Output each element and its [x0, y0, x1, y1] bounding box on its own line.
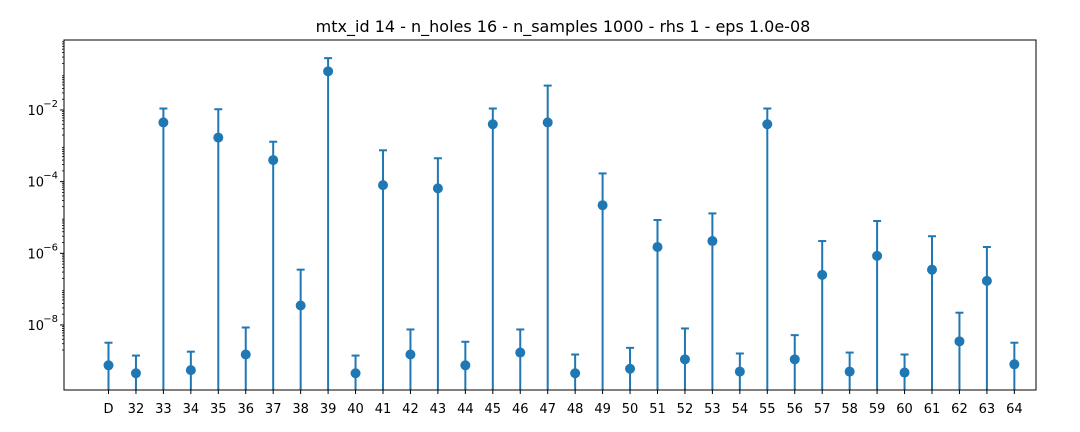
data-point-51 [652, 242, 663, 253]
x-tick-label: 44 [457, 402, 474, 417]
x-tick-label: 43 [430, 402, 447, 417]
data-point-37 [268, 155, 279, 166]
data-point-49 [597, 200, 608, 211]
x-tick-label: 56 [786, 402, 803, 417]
x-tick-label: 54 [732, 402, 749, 417]
chart-title: mtx_id 14 - n_holes 16 - n_samples 1000 … [316, 17, 811, 37]
x-tick-label: 62 [951, 402, 968, 417]
data-point-35 [213, 132, 224, 143]
x-tick-label: 33 [155, 402, 172, 417]
x-tick-label: 50 [622, 402, 639, 417]
x-tick-label: 55 [759, 402, 776, 417]
data-point-47 [542, 117, 553, 128]
data-point-62 [954, 336, 965, 347]
data-point-57 [817, 269, 828, 280]
data-point-44 [460, 360, 471, 371]
x-tick-label: 49 [594, 402, 611, 417]
data-point-45 [487, 119, 498, 130]
data-point-58 [844, 366, 855, 377]
x-tick-label: 37 [265, 402, 282, 417]
data-point-63 [981, 275, 992, 286]
plot-frame [63, 39, 1037, 391]
data-point-32 [130, 368, 141, 379]
y-tick-exponent: −8 [43, 314, 58, 325]
x-tick-label: 39 [320, 402, 337, 417]
x-tick-label: D [103, 402, 113, 417]
x-tick-label: 52 [677, 402, 694, 417]
data-point-59 [872, 250, 883, 261]
x-tick-label: 57 [814, 402, 831, 417]
data-point-64 [1009, 359, 1020, 370]
x-tick-label: 53 [704, 402, 721, 417]
x-tick-label: 47 [539, 402, 556, 417]
x-tick-label: 35 [210, 402, 227, 417]
data-point-36 [240, 349, 251, 360]
x-tick-label: 41 [375, 402, 392, 417]
y-tick-exponent: −4 [43, 171, 58, 182]
data-point-55 [762, 119, 773, 130]
data-point-52 [679, 354, 690, 365]
x-tick-label: 38 [292, 402, 309, 417]
y-tick-label: 10 [27, 319, 44, 334]
data-point-41 [378, 180, 388, 191]
y-tick-exponent: −2 [43, 99, 58, 110]
data-point-39 [323, 66, 334, 77]
data-point-33 [158, 117, 169, 128]
data-point-48 [570, 368, 581, 379]
x-tick-label: 45 [485, 402, 502, 417]
data-point-54 [734, 366, 745, 377]
data-point-61 [927, 264, 937, 275]
data-point-43 [432, 183, 443, 194]
x-tick-label: 36 [237, 402, 254, 417]
x-tick-label: 34 [183, 402, 200, 417]
data-points [103, 66, 1020, 379]
x-tick-label: 46 [512, 402, 529, 417]
data-point-D [103, 360, 114, 371]
data-point-34 [185, 365, 196, 376]
data-point-60 [899, 367, 910, 378]
data-point-56 [789, 354, 800, 365]
x-tick-label: 58 [841, 402, 858, 417]
data-point-40 [350, 368, 361, 379]
x-tick-label: 63 [979, 402, 996, 417]
x-tick-label: 51 [649, 402, 666, 417]
x-tick-label: 32 [128, 402, 145, 417]
x-tick-label: 59 [869, 402, 886, 417]
x-tick-label: 40 [347, 402, 364, 417]
x-axis-ticks: D 32 33 34 35 36 37 38 39 40 41 42 43 44 45 46 47 48 49 50 5… [103, 390, 1023, 417]
x-tick-label: 61 [924, 402, 941, 417]
x-tick-label: 48 [567, 402, 584, 417]
y-tick-exponent: −6 [43, 242, 58, 253]
data-point-53 [707, 236, 718, 247]
y-tick-label: 10 [27, 247, 44, 262]
y-tick-label: 10 [27, 104, 44, 119]
x-tick-label: 42 [402, 402, 419, 417]
data-point-50 [625, 363, 636, 374]
data-point-46 [515, 347, 526, 358]
data-point-38 [295, 300, 306, 311]
x-tick-label: 60 [896, 402, 913, 417]
data-point-42 [405, 349, 416, 360]
y-tick-label: 10 [27, 176, 44, 191]
x-tick-label: 64 [1006, 402, 1023, 417]
